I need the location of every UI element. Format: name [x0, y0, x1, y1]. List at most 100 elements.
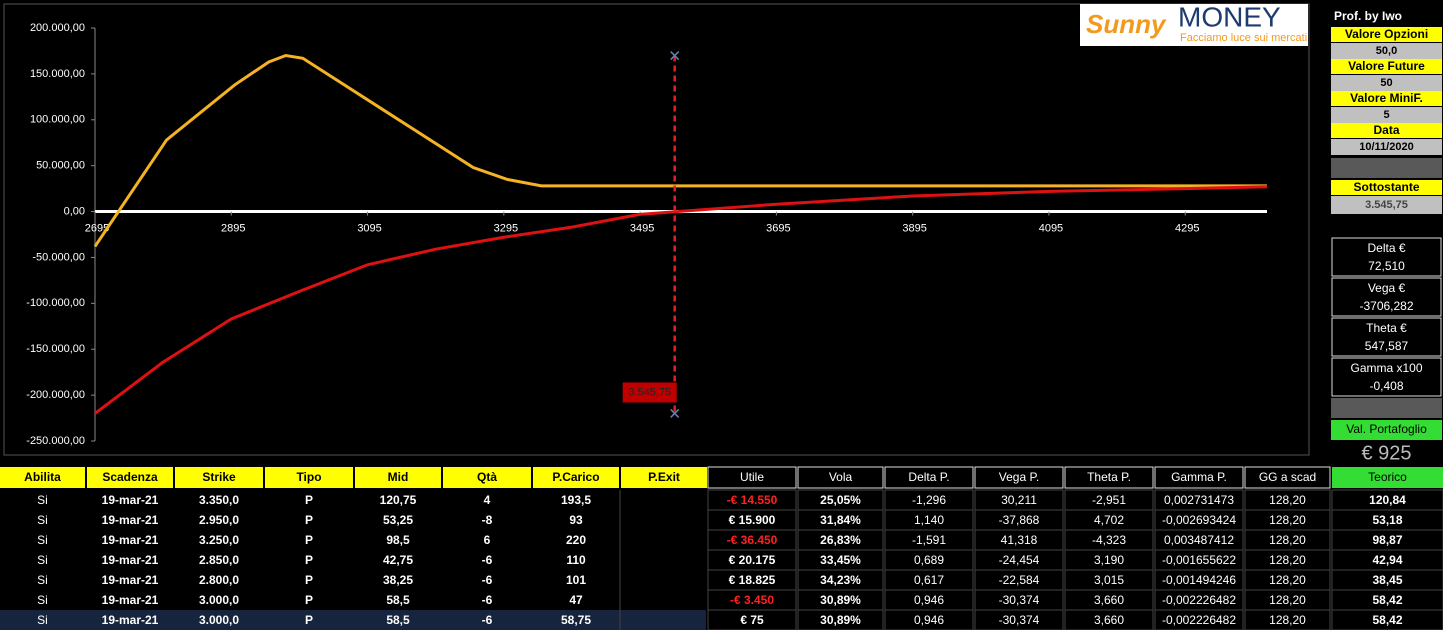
table-cell: 1,140 — [914, 513, 944, 527]
table-cell: 58,42 — [1372, 613, 1402, 627]
blank-box — [1331, 158, 1442, 178]
table-cell: -6 — [482, 613, 493, 627]
header-cell — [884, 466, 974, 489]
header-cell — [797, 466, 884, 489]
header-text: Delta P. — [908, 470, 949, 484]
header-cell — [0, 467, 85, 488]
header-text: Abilita — [24, 470, 61, 484]
panel-author: Prof. by Iwo — [1334, 9, 1402, 23]
table-cell: 53,25 — [383, 513, 413, 527]
table-cell: 128,20 — [1269, 613, 1306, 627]
table-cell: Si — [37, 493, 48, 507]
table-cell: P — [305, 573, 313, 587]
header-text: Utile — [740, 470, 764, 484]
table-cell: 42,94 — [1372, 553, 1402, 567]
table-cell: 42,75 — [383, 553, 413, 567]
table-cell: -6 — [482, 593, 493, 607]
table-cell: 128,20 — [1269, 493, 1306, 507]
table-cell: 98,5 — [386, 533, 410, 547]
table-cell: 26,83% — [820, 533, 861, 547]
header-text: Vega P. — [999, 470, 1040, 484]
cell-border — [1331, 609, 1443, 630]
table-cell: Si — [37, 593, 48, 607]
table-cell: 30,89% — [820, 593, 861, 607]
header-cell — [533, 467, 619, 488]
table-cell: P — [305, 593, 313, 607]
table-cell: 19-mar-21 — [102, 593, 159, 607]
y-tick-label: -100.000,00 — [26, 297, 85, 309]
table-cell: Si — [37, 533, 48, 547]
table-cell: 33,45% — [820, 553, 861, 567]
table-cell: € 20.175 — [729, 553, 776, 567]
field-value: 50 — [1380, 77, 1392, 89]
field-value-box — [1331, 139, 1442, 155]
field-value: 50,0 — [1376, 45, 1397, 57]
table-cell: 93 — [569, 513, 583, 527]
y-tick-label: 50.000,00 — [36, 160, 85, 172]
marker-cross — [670, 408, 680, 418]
header-text: Gamma P. — [1171, 470, 1227, 484]
x-tick-label: 3295 — [494, 222, 518, 234]
table-cell: 19-mar-21 — [102, 513, 159, 527]
table-cell: -0,001655622 — [1162, 553, 1236, 567]
header-text: Mid — [388, 470, 409, 484]
cell-border — [797, 609, 884, 630]
cell-border — [884, 609, 974, 630]
table-cell: 128,20 — [1269, 593, 1306, 607]
table-cell: € 18.825 — [729, 573, 776, 587]
table-cell: 4 — [484, 493, 491, 507]
y-tick-label: -200.000,00 — [26, 389, 85, 401]
y-tick-label: 100.000,00 — [30, 114, 85, 126]
greek-box — [1331, 357, 1442, 397]
table-cell: 19-mar-21 — [102, 533, 159, 547]
table-cell: 58,75 — [561, 613, 591, 627]
field-label-box — [1331, 91, 1442, 106]
field-value-box — [1331, 75, 1442, 91]
table-cell: P — [305, 513, 313, 527]
y-tick-label: 200.000,00 — [30, 22, 85, 34]
header-text: P.Carico — [552, 470, 599, 484]
header-text: Tipo — [296, 470, 321, 484]
field-label-box — [1331, 123, 1442, 138]
field-value: 3.545,75 — [1365, 199, 1408, 211]
table-cell: -30,374 — [999, 593, 1040, 607]
series-line — [93, 53, 1267, 248]
greek-value: 72,510 — [1368, 259, 1405, 273]
table-cell: € 75 — [740, 613, 764, 627]
table-cell: 58,5 — [386, 613, 410, 627]
table-cell: 128,20 — [1269, 513, 1306, 527]
header-cell — [355, 467, 441, 488]
portfolio-value: € 925 — [1361, 442, 1411, 464]
logo-box — [1080, 4, 1308, 46]
header-cell — [1244, 466, 1331, 489]
table-cell: -€ 14.550 — [727, 493, 778, 507]
table-cell: P — [305, 553, 313, 567]
table-cell: 58,5 — [386, 593, 410, 607]
table-cell: 0,946 — [914, 593, 944, 607]
table-cell: 3.350,0 — [199, 493, 239, 507]
table-cell: 6 — [484, 533, 491, 547]
y-tick-label: -50.000,00 — [32, 251, 85, 263]
x-tick-label: 4095 — [1039, 222, 1063, 234]
table-cell: -0,002693424 — [1162, 513, 1236, 527]
y-tick-label: 150.000,00 — [30, 68, 85, 80]
header-cell — [1332, 467, 1443, 488]
header-text: Scadenza — [102, 470, 158, 484]
field-label: Sottostante — [1354, 180, 1420, 194]
logo-brand: MONEY — [1178, 1, 1281, 32]
table-cell: -€ 3.450 — [730, 593, 774, 607]
marker-cross — [670, 51, 680, 61]
series-line — [94, 185, 1268, 415]
table-cell: 101 — [566, 573, 586, 587]
table-cell: 30,89% — [820, 613, 861, 627]
greek-box — [1331, 277, 1442, 317]
table-cell: Si — [37, 553, 48, 567]
field-label: Valore Opzioni — [1345, 27, 1428, 41]
table-cell: 3,015 — [1094, 573, 1124, 587]
x-tick-label: 2695 — [85, 222, 109, 234]
table-cell: P — [305, 533, 313, 547]
table-cell: 38,45 — [1372, 573, 1402, 587]
table-cell: 220 — [566, 533, 586, 547]
greek-label: Theta € — [1366, 321, 1407, 335]
